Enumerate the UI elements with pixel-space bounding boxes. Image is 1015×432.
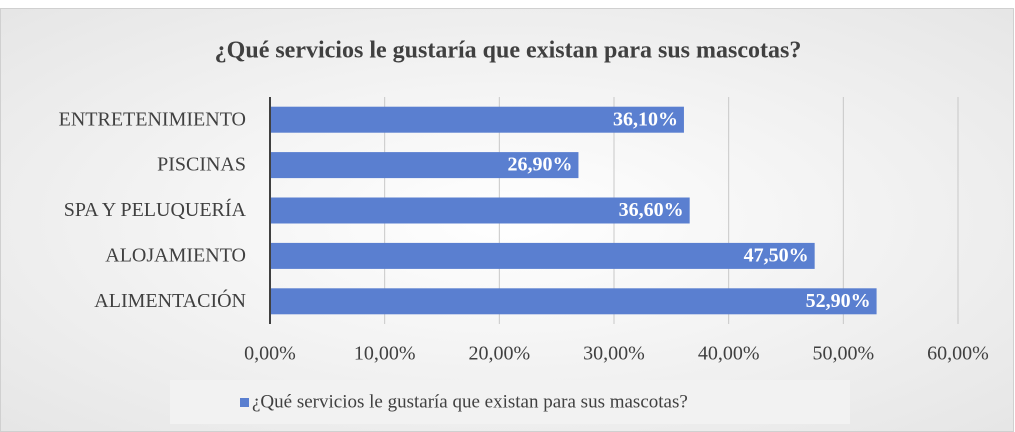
bar (270, 106, 684, 133)
y-tick-label: SPA Y PELUQUERÍA (64, 198, 247, 221)
y-tick-label: ALOJAMIENTO (105, 244, 246, 266)
bar (270, 197, 690, 224)
x-tick-label: 0,00% (244, 343, 296, 365)
bar-value-label: 26,90% (507, 154, 572, 176)
legend-box (170, 380, 850, 424)
bar-value-label: 52,90% (806, 290, 871, 312)
bar (270, 242, 815, 269)
bar (270, 152, 579, 179)
bar-value-label: 47,50% (744, 244, 809, 266)
legend-label: ¿Qué servicios le gustaría que existan p… (252, 391, 688, 412)
bar-value-label: 36,60% (619, 199, 684, 221)
y-tick-label: ALIMENTACIÓN (94, 288, 246, 312)
chart-title: ¿Qué servicios le gustaría que existan p… (215, 38, 802, 64)
y-tick-label: PISCINAS (157, 154, 246, 176)
bar (270, 288, 877, 315)
x-tick-label: 10,00% (354, 343, 416, 365)
legend-marker (240, 398, 249, 407)
x-tick-label: 60,00% (927, 343, 989, 365)
x-tick-label: 50,00% (812, 343, 874, 365)
x-tick-label: 30,00% (583, 343, 645, 365)
bar-value-label: 36,10% (613, 108, 678, 130)
x-tick-label: 40,00% (698, 343, 760, 365)
y-tick-label: ENTRETENIMIENTO (59, 108, 246, 130)
x-tick-label: 20,00% (468, 343, 530, 365)
